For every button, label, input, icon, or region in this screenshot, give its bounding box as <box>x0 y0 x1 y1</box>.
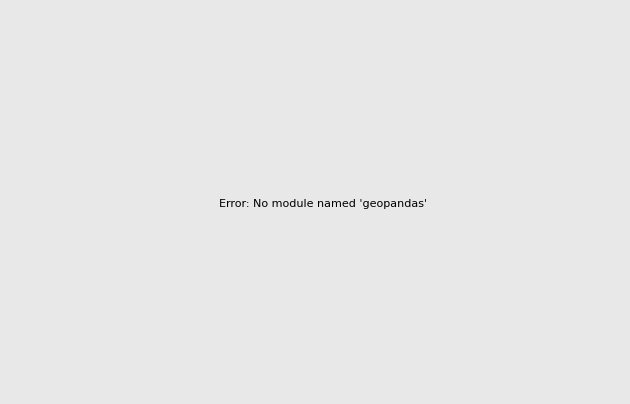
Text: Error: No module named 'geopandas': Error: No module named 'geopandas' <box>219 199 427 209</box>
